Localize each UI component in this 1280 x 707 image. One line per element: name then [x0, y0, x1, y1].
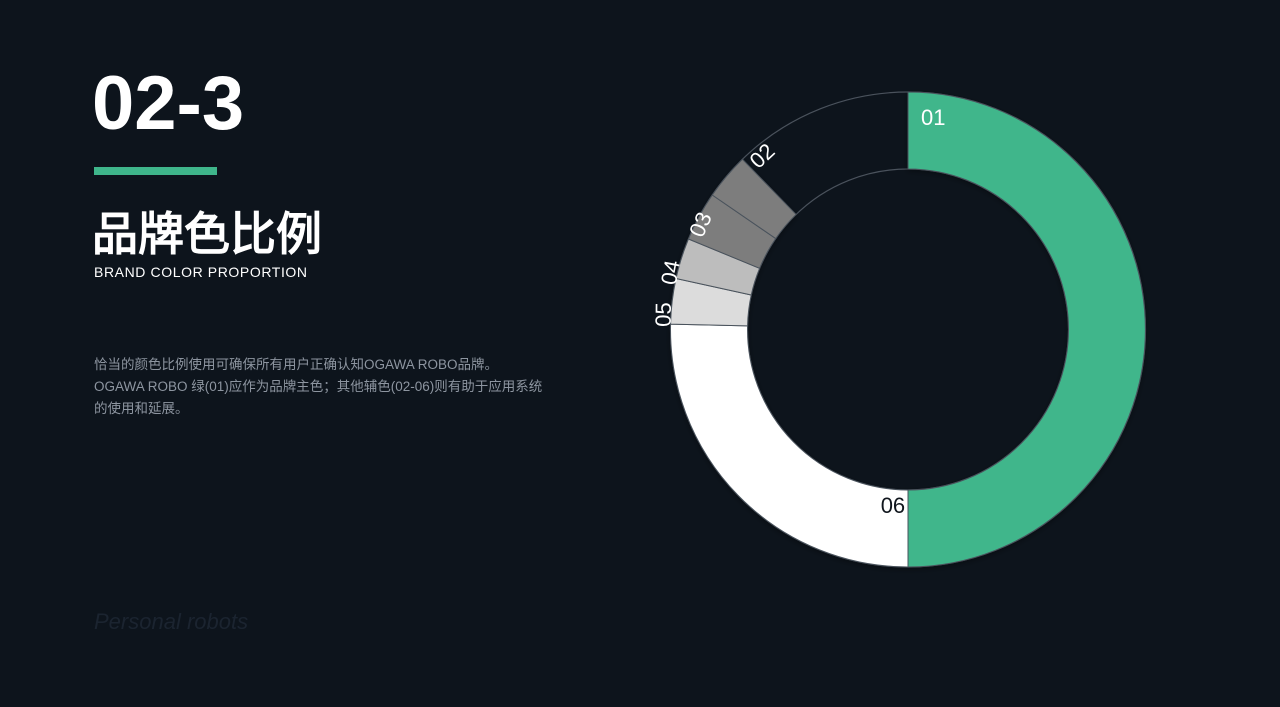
svg-text:06: 06 — [881, 493, 905, 518]
svg-text:05: 05 — [651, 302, 676, 327]
svg-text:01: 01 — [921, 105, 945, 130]
svg-text:04: 04 — [656, 258, 685, 287]
